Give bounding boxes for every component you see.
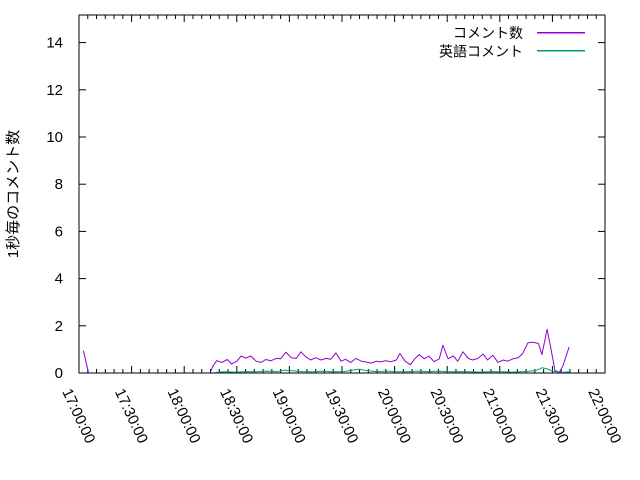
y-tick-label: 14 (46, 35, 63, 52)
series-line-0 (82, 350, 90, 374)
x-tick-label: 18:30:00 (216, 386, 256, 446)
y-tick-label: 6 (55, 223, 63, 240)
y-tick-label: 0 (55, 365, 63, 382)
x-tick-label: 20:30:00 (427, 386, 467, 446)
plot-border (78, 14, 606, 374)
x-axis-ticks (78, 15, 606, 373)
x-tick-label: 19:00:00 (269, 386, 309, 446)
x-tick-label: 22:00:00 (584, 386, 624, 446)
x-axis-tick-labels: 17:00:00 17:30:00 18:00:00 18:30:00 19:00:00… (58, 386, 624, 446)
x-tick-label: 19:30:00 (321, 386, 361, 446)
y-tick-label: 4 (55, 271, 63, 288)
y-tick-label: 10 (46, 129, 63, 146)
y-axis-tick-labels: 0 2 4 6 8 10 12 14 (46, 35, 63, 382)
legend-label-english-comments: 英語コメント (439, 44, 523, 60)
y-tick-label: 12 (46, 82, 63, 99)
series-line-0 (210, 328, 570, 373)
y-axis-ticks (79, 42, 605, 374)
x-tick-label: 21:00:00 (479, 386, 519, 446)
y-axis-title: 1秒毎のコメント数 (5, 130, 22, 258)
legend-label-comment-count: コメント数 (453, 25, 523, 41)
y-tick-label: 2 (55, 318, 63, 335)
x-tick-label: 21:30:00 (532, 386, 572, 446)
data-series (82, 328, 570, 374)
x-tick-label: 17:00:00 (58, 386, 98, 446)
x-tick-label: 18:00:00 (164, 386, 204, 446)
x-tick-label: 17:30:00 (111, 386, 151, 446)
x-tick-label: 20:00:00 (374, 386, 414, 446)
legend: コメント数 英語コメント (439, 25, 585, 60)
series-line-1 (213, 367, 570, 373)
y-tick-label: 8 (55, 176, 63, 193)
